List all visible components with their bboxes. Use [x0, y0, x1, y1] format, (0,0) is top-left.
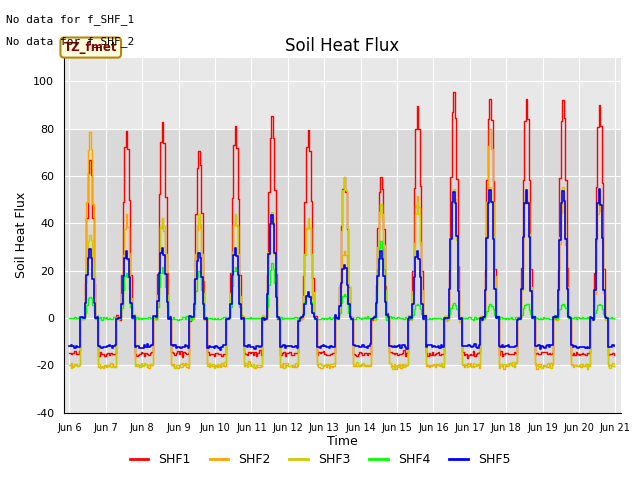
X-axis label: Time: Time [327, 435, 358, 448]
Text: No data for f_SHF_1: No data for f_SHF_1 [6, 14, 134, 25]
Legend: SHF1, SHF2, SHF3, SHF4, SHF5: SHF1, SHF2, SHF3, SHF4, SHF5 [125, 448, 515, 471]
Y-axis label: Soil Heat Flux: Soil Heat Flux [15, 192, 28, 278]
Text: No data for f_SHF_2: No data for f_SHF_2 [6, 36, 134, 47]
Bar [64, 129, 621, 365]
Title: Soil Heat Flux: Soil Heat Flux [285, 36, 399, 55]
Text: TZ_fmet: TZ_fmet [64, 41, 118, 54]
